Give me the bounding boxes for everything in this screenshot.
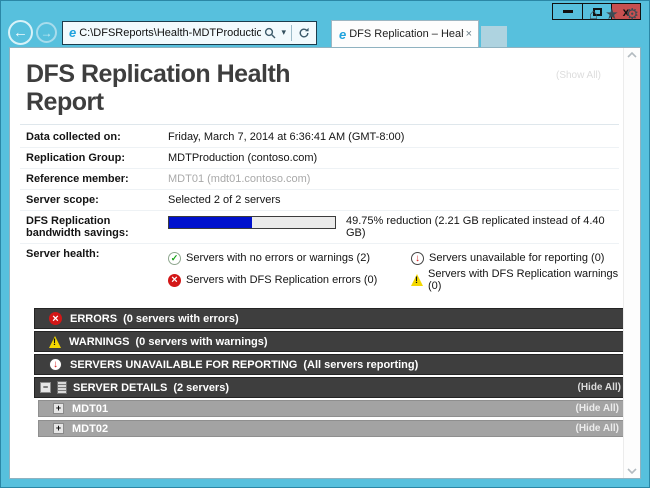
section-server-details[interactable]: − SERVER DETAILS (2 servers) (Hide All)	[34, 377, 623, 398]
field-label: Replication Group:	[26, 152, 125, 164]
field-label: Server health:	[26, 248, 100, 260]
health-item: Servers with DFS Replication warnings (0…	[411, 268, 619, 292]
unavailable-circle-icon	[411, 251, 424, 265]
refresh-icon[interactable]	[295, 27, 313, 39]
close-button[interactable]: x	[611, 4, 640, 19]
maximize-button[interactable]	[582, 4, 611, 19]
section-title: ERRORS	[70, 312, 118, 325]
health-item: Servers with no errors or warnings (2)	[168, 248, 411, 268]
hide-all-link[interactable]: (Hide All)	[577, 382, 621, 393]
server-row-mdt01[interactable]: + MDT01 (Hide All)	[38, 400, 623, 417]
forward-arrow-icon: →	[40, 25, 53, 40]
show-all-link[interactable]: (Show All)	[555, 70, 601, 81]
field-value: Selected 2 of 2 servers	[168, 194, 281, 206]
health-text: Servers with no errors or warnings (2)	[186, 252, 371, 264]
url-text[interactable]: C:\DFSReports\Health-MDTProduction-07Ma	[79, 26, 261, 39]
collapse-expander-icon[interactable]: −	[40, 382, 51, 393]
section-detail: (All servers reporting)	[303, 358, 419, 371]
address-dropdown-icon[interactable]: ▾	[281, 27, 286, 37]
table-row: Data collected on: Friday, March 7, 2014…	[20, 127, 619, 148]
report-page: DFS Replication Health Report (Show All)…	[9, 47, 641, 479]
maximize-icon	[592, 7, 602, 16]
page-title: DFS Replication Health Report	[26, 60, 291, 116]
bandwidth-row: DFS Replication bandwidth savings: 49.75…	[20, 211, 619, 244]
scroll-down-icon[interactable]	[627, 468, 637, 474]
scroll-up-icon[interactable]	[627, 52, 637, 58]
field-value: Friday, March 7, 2014 at 6:36:41 AM (GMT…	[168, 131, 405, 143]
health-text: Servers with DFS Replication errors (0)	[186, 274, 378, 286]
unavailable-circle-icon	[49, 358, 62, 371]
settings-gear-icon[interactable]: ⚙	[625, 6, 639, 23]
section-title: WARNINGS	[69, 335, 130, 348]
bandwidth-progress-bar	[168, 216, 336, 229]
table-row: Server scope: Selected 2 of 2 servers	[20, 190, 619, 211]
section-unavailable[interactable]: SERVERS UNAVAILABLE FOR REPORTING (All s…	[34, 354, 623, 375]
section-errors[interactable]: ERRORS (0 servers with errors)	[34, 308, 623, 329]
bandwidth-text: 49.75% reduction (2.21 GB replicated ins…	[346, 215, 605, 239]
tab-close-icon[interactable]: ×	[465, 28, 472, 40]
address-divider	[291, 24, 292, 41]
health-item: Servers with DFS Replication errors (0)	[168, 270, 411, 290]
table-row: Reference member: MDT01 (mdt01.contoso.c…	[20, 169, 619, 190]
report-sections: ERRORS (0 servers with errors) WARNINGS …	[34, 308, 623, 437]
minimize-icon	[562, 10, 573, 13]
browser-tab[interactable]: e DFS Replication – Health Re... ×	[331, 20, 479, 47]
health-text: Servers unavailable for reporting (0)	[429, 252, 605, 264]
error-circle-icon	[49, 312, 62, 325]
hide-all-link[interactable]: (Hide All)	[575, 403, 619, 414]
back-arrow-icon: ←	[13, 24, 28, 41]
tab-title: DFS Replication – Health Re...	[349, 28, 464, 40]
expand-plus-icon[interactable]: +	[53, 423, 64, 434]
window-controls: x	[552, 3, 641, 20]
field-label: Data collected on:	[26, 131, 121, 143]
address-bar[interactable]: e C:\DFSReports\Health-MDTProduction-07M…	[62, 20, 317, 45]
new-tab-button[interactable]	[481, 26, 507, 47]
expand-plus-icon[interactable]: +	[53, 403, 64, 414]
section-detail: (0 servers with warnings)	[135, 335, 268, 348]
page-favicon-icon: e	[69, 25, 77, 40]
table-row: Replication Group: MDTProduction (contos…	[20, 148, 619, 169]
home-icon[interactable]: ⌂	[589, 6, 599, 23]
section-detail: (2 servers)	[173, 381, 229, 394]
section-title: SERVERS UNAVAILABLE FOR REPORTING	[70, 358, 298, 371]
section-title: SERVER DETAILS	[73, 381, 168, 394]
error-circle-icon	[168, 273, 181, 287]
bandwidth-progress-fill	[169, 217, 252, 228]
warning-triangle-icon	[411, 274, 423, 286]
field-value: MDTProduction (contoso.com)	[168, 152, 318, 164]
health-text: Servers with DFS Replication warnings (0…	[428, 268, 619, 292]
minimize-button[interactable]	[553, 4, 582, 19]
section-warnings[interactable]: WARNINGS (0 servers with warnings)	[34, 331, 623, 352]
report-content: DFS Replication Health Report (Show All)…	[10, 48, 623, 478]
hide-all-link[interactable]: (Hide All)	[575, 423, 619, 434]
forward-button[interactable]: →	[36, 22, 57, 43]
report-summary-table: Data collected on: Friday, March 7, 2014…	[20, 127, 619, 298]
browser-toolbar: ← → e C:\DFSReports\Health-MDTProduction…	[1, 18, 649, 47]
server-health-row: Server health: Servers with no errors or…	[20, 244, 619, 298]
section-detail: (0 servers with errors)	[123, 312, 239, 325]
search-icon[interactable]	[261, 27, 279, 39]
ok-circle-icon	[168, 251, 181, 265]
favorites-star-icon[interactable]: ★	[605, 6, 619, 23]
server-name: MDT02	[72, 422, 109, 435]
close-icon: x	[622, 4, 630, 19]
field-label: DFS Replication bandwidth savings:	[26, 215, 129, 239]
server-stack-icon	[57, 381, 67, 394]
warning-triangle-icon	[49, 335, 61, 348]
field-label: Server scope:	[26, 194, 99, 206]
field-value: MDT01 (mdt01.contoso.com)	[168, 173, 311, 185]
toolbar-icons: ⌂ ★ ⚙	[589, 5, 639, 25]
health-item: Servers unavailable for reporting (0)	[411, 248, 619, 268]
server-row-mdt02[interactable]: + MDT02 (Hide All)	[38, 420, 623, 437]
back-button[interactable]: ←	[8, 20, 33, 45]
report-header: DFS Replication Health Report (Show All)	[20, 56, 619, 125]
tab-favicon-icon: e	[339, 26, 347, 42]
vertical-scrollbar[interactable]	[623, 48, 640, 478]
server-name: MDT01	[72, 402, 109, 415]
field-label: Reference member:	[26, 173, 129, 185]
